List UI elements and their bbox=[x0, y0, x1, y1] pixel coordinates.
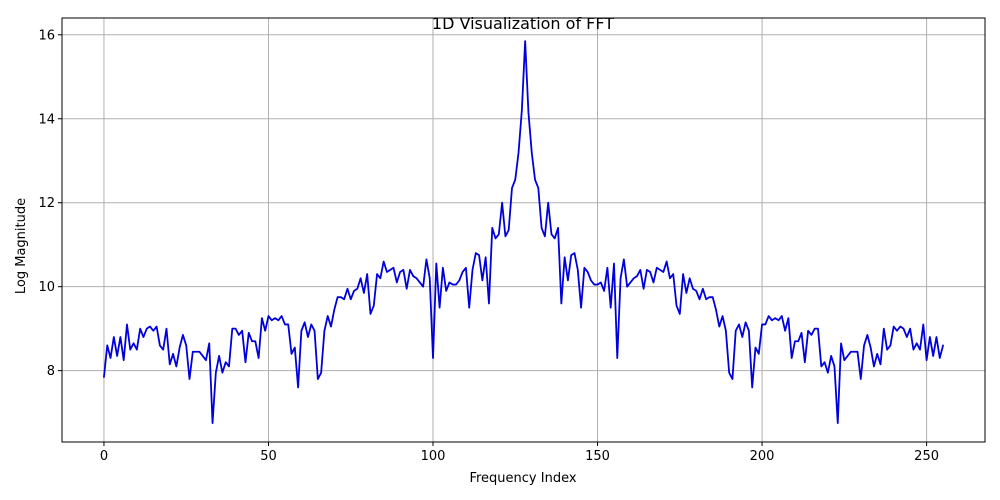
series-layer bbox=[103, 40, 944, 425]
y-tick-label: 8 bbox=[47, 364, 55, 379]
plot-frame bbox=[61, 17, 986, 443]
x-tick-label: 50 bbox=[260, 449, 277, 464]
y-axis-label: Log Magnitude bbox=[14, 198, 29, 294]
x-tick-label: 0 bbox=[100, 449, 108, 464]
series-line bbox=[103, 40, 944, 425]
x-tick-label: 150 bbox=[585, 449, 610, 464]
y-tick-label: 10 bbox=[38, 280, 55, 295]
x-tick-label: 200 bbox=[750, 449, 775, 464]
chart-title: 1D Visualization of FFT bbox=[432, 14, 614, 33]
ticks: 0 50 100 150 200 250 8 10 12 14 16 bbox=[38, 28, 939, 464]
x-tick-label: 100 bbox=[421, 449, 446, 464]
y-tick-label: 14 bbox=[38, 112, 55, 127]
x-tick-label: 250 bbox=[914, 449, 939, 464]
y-tick-label: 16 bbox=[38, 28, 55, 43]
y-tick-label: 12 bbox=[38, 196, 55, 211]
x-axis-label: Frequency Index bbox=[469, 471, 576, 486]
